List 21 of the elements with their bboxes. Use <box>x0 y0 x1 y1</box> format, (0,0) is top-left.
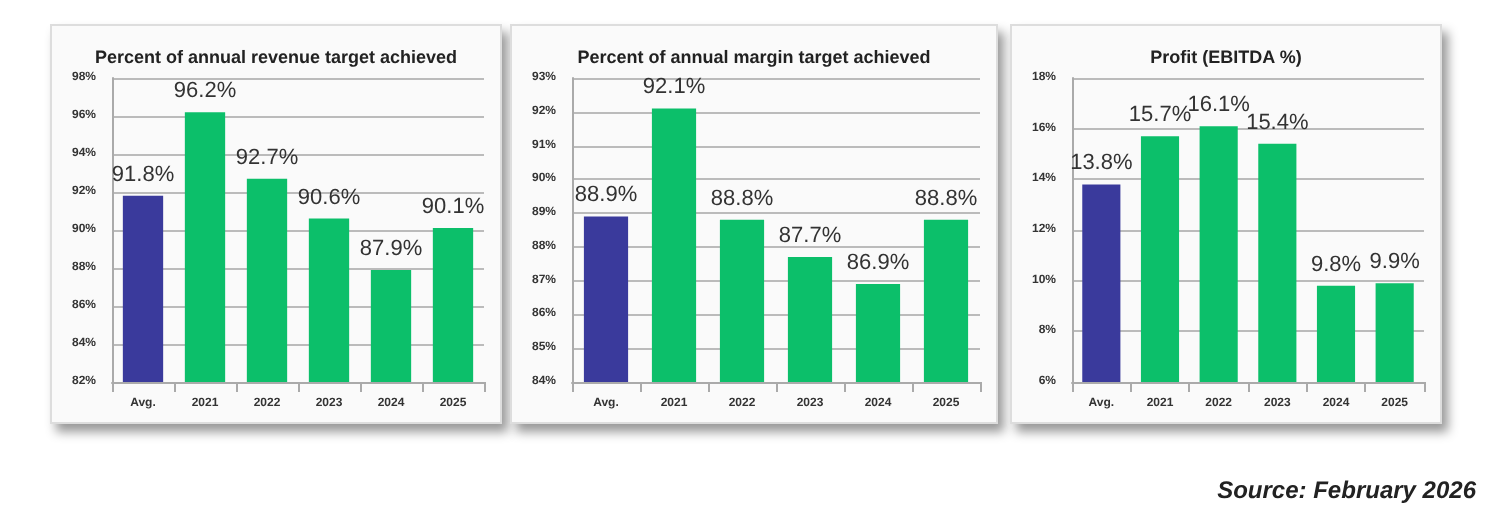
data-label: 88.9% <box>574 183 638 208</box>
data-label: 96.2% <box>173 79 237 104</box>
data-label: 9.9% <box>1369 250 1421 275</box>
data-label: 87.9% <box>359 236 423 261</box>
data-label: 86.9% <box>846 251 910 276</box>
data-label: 88.8% <box>710 186 774 211</box>
data-label: 9.8% <box>1310 252 1362 277</box>
chart-title: Profit (EBITDA %) <box>1150 47 1302 67</box>
data-label: 92.7% <box>235 145 299 170</box>
data-label: 13.8% <box>1070 151 1133 176</box>
chart-title: Percent of annual margin target achieved <box>577 47 931 67</box>
data-label: 15.4% <box>1246 110 1309 135</box>
data-label: 88.8% <box>914 186 978 211</box>
source-note: Source: February 2026 <box>1217 476 1476 504</box>
chart-title: Percent of annual revenue target achieved <box>94 47 458 67</box>
data-label: 90.1% <box>421 195 485 220</box>
data-label: 90.6% <box>297 185 361 210</box>
data-label: 87.7% <box>778 224 842 249</box>
data-label: 92.1% <box>642 75 706 100</box>
data-label: 91.8% <box>111 162 175 187</box>
data-label: 15.7% <box>1128 103 1192 128</box>
